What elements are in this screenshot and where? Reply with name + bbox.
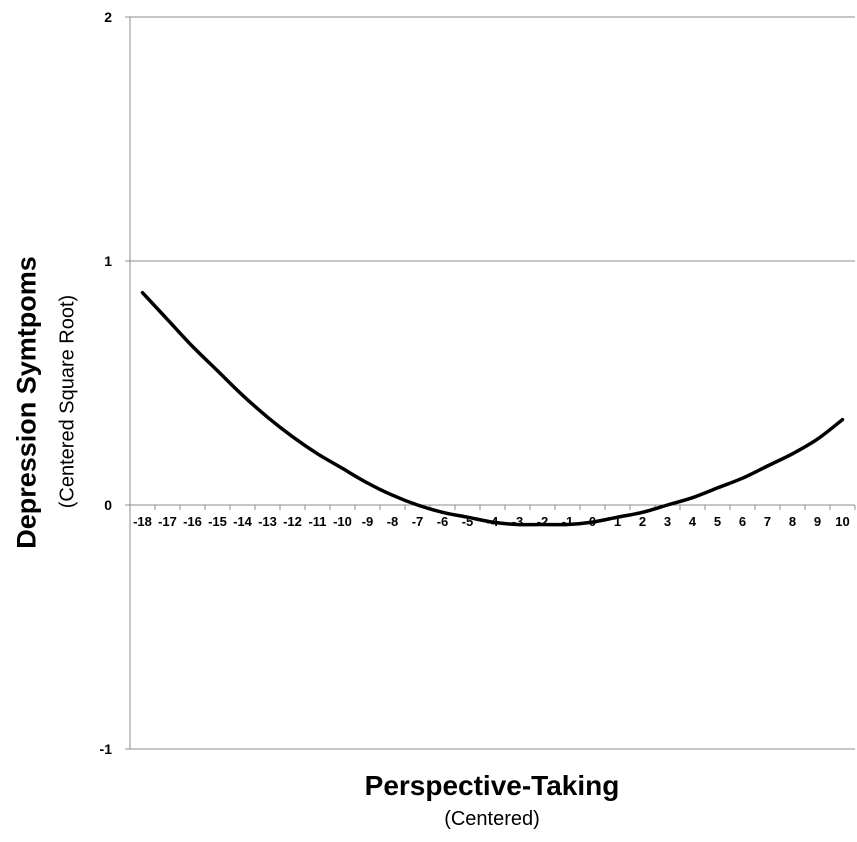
- y-tick-label: 1: [104, 253, 112, 269]
- x-tick-label: -3: [512, 514, 524, 529]
- x-tick-label: 4: [689, 514, 697, 529]
- x-tick-label: -14: [233, 514, 253, 529]
- x-tick-label: 9: [814, 514, 821, 529]
- x-tick-label: 2: [639, 514, 646, 529]
- x-tick-label: -15: [208, 514, 227, 529]
- x-tick-label: -18: [133, 514, 152, 529]
- x-tick-label: -12: [283, 514, 302, 529]
- x-axis-subtitle: (Centered): [444, 808, 540, 830]
- x-axis-title: Perspective-Taking: [364, 770, 620, 801]
- x-tick-label: 10: [835, 514, 849, 529]
- x-tick-label: -13: [258, 514, 277, 529]
- x-tick-labels: -18 -17 -16 -15 -14 -13 -12 -11 -10 -9 -8 -7 -6 -5 -4-…: [133, 514, 850, 529]
- x-tick-label: 6: [739, 514, 746, 529]
- gridlines: [125, 16, 855, 750]
- x-tick-marks: [129, 505, 856, 510]
- x-tick-label: -8: [387, 514, 399, 529]
- x-tick-label: 1: [614, 514, 621, 529]
- y-tick-label: -1: [100, 741, 113, 757]
- y-axis-title: Depression Symtpoms: [11, 256, 42, 549]
- x-tick-label: -10: [333, 514, 352, 529]
- y-tick-label: 2: [104, 9, 112, 25]
- x-tick-label: -6: [437, 514, 449, 529]
- y-tick-label: 0: [104, 497, 112, 513]
- x-tick-label: -16: [183, 514, 202, 529]
- x-tick-label: -11: [308, 514, 326, 529]
- x-tick-label: -17: [158, 514, 177, 529]
- x-tick-label: -9: [362, 514, 374, 529]
- x-tick-label: -2: [537, 514, 549, 529]
- x-tick-label: 8: [789, 514, 796, 529]
- x-tick-label: -5: [462, 514, 474, 529]
- x-tick-label: -1: [562, 514, 574, 529]
- x-tick-label: 3: [664, 514, 671, 529]
- series-line: [140, 290, 845, 527]
- x-tick-label: 7: [764, 514, 771, 529]
- y-axis-subtitle: (Centered Square Root): [56, 294, 79, 509]
- y-tick-labels: -1 0 1 2: [100, 9, 113, 757]
- x-tick-label: 5: [714, 514, 721, 529]
- x-tick-label: -7: [412, 514, 424, 529]
